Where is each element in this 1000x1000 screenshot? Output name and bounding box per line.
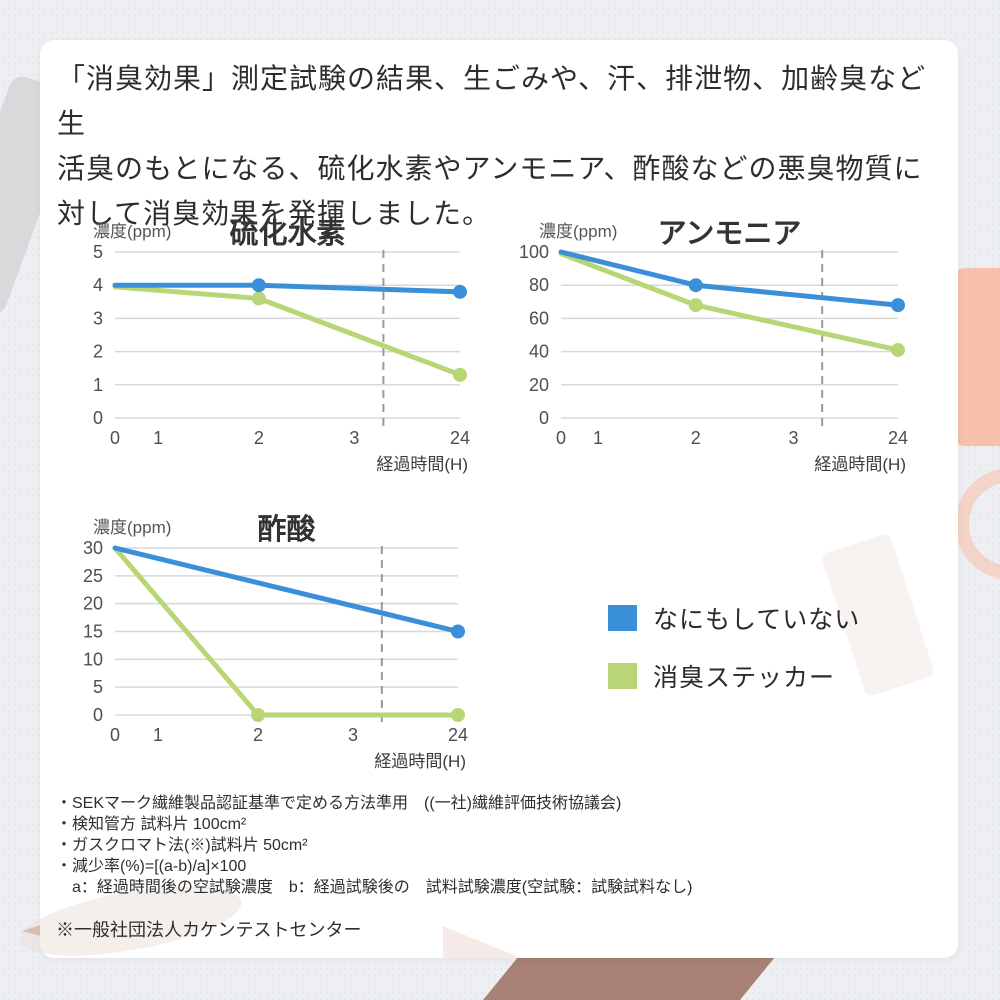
svg-text:2: 2 [253,725,263,745]
svg-text:経過時間(H): 経過時間(H) [376,455,468,474]
svg-text:60: 60 [529,308,549,328]
svg-text:25: 25 [83,566,103,586]
svg-text:24: 24 [448,725,468,745]
svg-text:0: 0 [110,725,120,745]
svg-text:3: 3 [93,308,103,328]
svg-text:15: 15 [83,622,103,642]
footnote-line-4: ・減少率(%)=[(a-b)/a]×100 [56,858,247,875]
svg-text:4: 4 [93,275,103,295]
heading: 「消臭効果」測定試験の結果、生ごみや、汗、排泄物、加齢臭など生 活臭のもとになる… [57,56,949,236]
footnote-line-3: ・ガスクロマト法(※)試料片 50cm² [56,837,308,854]
svg-text:濃度(ppm): 濃度(ppm) [539,222,617,241]
svg-text:3: 3 [789,428,799,448]
svg-text:経過時間(H): 経過時間(H) [814,455,906,474]
heading-line-3: 対して消臭効果を発揮しました。 [57,198,492,229]
heading-line-1: 「消臭効果」測定試験の結果、生ごみや、汗、排泄物、加齢臭など生 [57,63,927,139]
svg-text:3: 3 [349,428,359,448]
svg-text:24: 24 [888,428,908,448]
infographic-card [40,40,958,958]
svg-text:10: 10 [83,649,103,669]
decor-brown-shape [483,957,775,1000]
legend-label-untreated: なにもしていない [653,606,861,634]
svg-text:0: 0 [110,428,120,448]
svg-text:濃度(ppm): 濃度(ppm) [93,518,171,537]
legend: なにもしていない 消臭ステッカー [608,600,860,716]
svg-text:100: 100 [519,242,549,262]
footnotes: ・SEKマーク繊維製品認証基準で定める方法準用 ((一社)繊維評価技術協議会) … [56,793,936,941]
svg-text:30: 30 [83,538,103,558]
heading-line-2: 活臭のもとになる、硫化水素やアンモニア、酢酸などの悪臭物質に [57,153,923,184]
svg-text:20: 20 [529,375,549,395]
svg-text:2: 2 [691,428,701,448]
svg-text:24: 24 [450,428,470,448]
svg-text:3: 3 [348,725,358,745]
svg-text:40: 40 [529,342,549,362]
svg-text:5: 5 [93,677,103,697]
svg-text:0: 0 [93,705,103,725]
svg-text:2: 2 [254,428,264,448]
legend-item-sticker: 消臭ステッカー [608,658,860,694]
footnote-line-2: ・検知管方 試料片 100cm² [56,816,247,833]
svg-text:1: 1 [153,725,163,745]
svg-text:1: 1 [153,428,163,448]
svg-text:80: 80 [529,275,549,295]
svg-text:1: 1 [593,428,603,448]
svg-text:20: 20 [83,594,103,614]
svg-text:0: 0 [556,428,566,448]
svg-text:2: 2 [93,342,103,362]
svg-text:酢酸: 酢酸 [257,513,316,546]
svg-text:5: 5 [93,242,103,262]
svg-text:濃度(ppm): 濃度(ppm) [93,222,171,241]
svg-text:1: 1 [93,375,103,395]
svg-text:経過時間(H): 経過時間(H) [374,752,466,771]
legend-swatch-green [608,663,637,689]
decor-pink-ring [955,468,1000,580]
svg-text:アンモニア: アンモニア [658,218,802,250]
legend-label-sticker: 消臭ステッカー [653,664,836,692]
legend-item-untreated: なにもしていない [608,600,860,636]
footnote-line-5: a：経過時間後の空試験濃度 b：経過試験後の 試料試験濃度(空試験：試験試料なし… [56,879,693,896]
footnote-line-1: ・SEKマーク繊維製品認証基準で定める方法準用 ((一社)繊維評価技術協議会) [56,795,622,812]
svg-text:硫化水素: 硫化水素 [229,216,345,250]
svg-text:0: 0 [93,408,103,428]
svg-text:0: 0 [539,408,549,428]
footnote-asterisk-note: ※一般社団法人カケンテストセンター [56,920,362,940]
legend-swatch-blue [608,605,637,631]
